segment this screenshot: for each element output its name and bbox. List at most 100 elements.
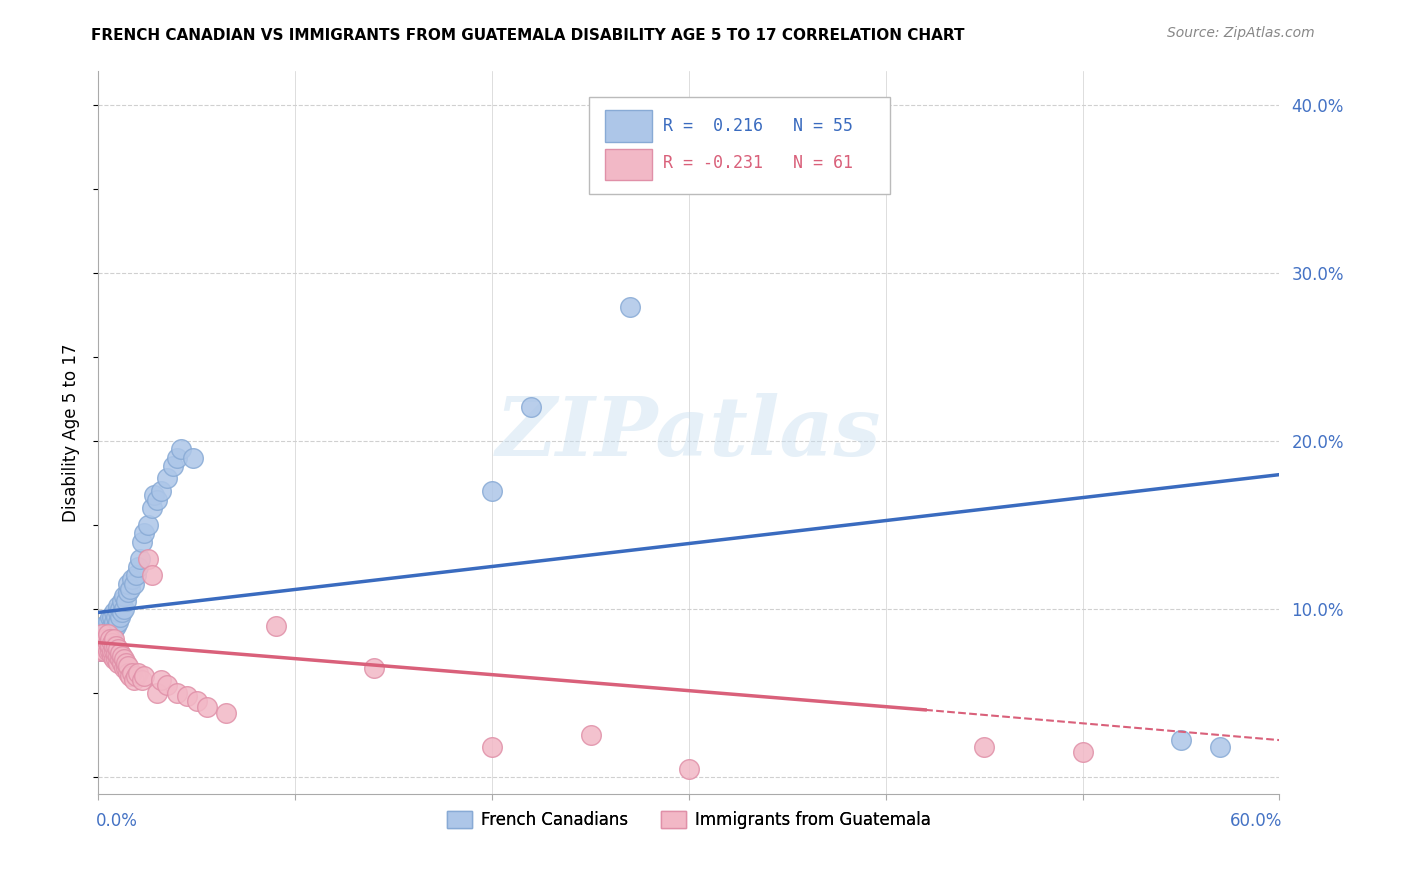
Point [107, 606, 129, 620]
Point [96, 627, 118, 641]
Legend: French Canadians, Immigrants from Guatemala: French Canadians, Immigrants from Guatem… [440, 805, 938, 836]
Point [121, 572, 143, 586]
Point [136, 551, 159, 566]
Point [93, 644, 115, 658]
Point [89, 644, 111, 658]
Point [176, 690, 198, 704]
Point [127, 560, 149, 574]
Point [101, 649, 124, 664]
Point [89, 644, 111, 658]
Point [105, 652, 128, 666]
Point [132, 526, 155, 541]
Point [117, 659, 139, 673]
Point [98, 610, 121, 624]
FancyBboxPatch shape [589, 96, 890, 194]
Point [108, 602, 131, 616]
Point [111, 649, 134, 664]
Text: R = -0.231   N = 61: R = -0.231 N = 61 [664, 154, 853, 172]
Point [107, 615, 129, 630]
Point [103, 639, 125, 653]
Point [973, 739, 995, 754]
Point [103, 622, 125, 636]
Point [579, 728, 602, 742]
Point [105, 610, 128, 624]
Point [146, 686, 169, 700]
Point [1071, 745, 1094, 759]
Point [97, 622, 120, 636]
Point [107, 599, 129, 613]
Point [146, 492, 169, 507]
Text: R =  0.216   N = 55: R = 0.216 N = 55 [664, 117, 853, 135]
Point [363, 661, 385, 675]
Point [103, 652, 125, 666]
Text: 60.0%: 60.0% [1229, 813, 1282, 830]
Text: ZIPatlas: ZIPatlas [496, 392, 882, 473]
Point [118, 582, 141, 596]
Point [678, 762, 700, 776]
Point [115, 661, 138, 675]
Point [97, 635, 120, 649]
Point [117, 577, 139, 591]
Point [103, 632, 125, 647]
Point [117, 665, 139, 680]
Point [118, 669, 141, 683]
Point [150, 484, 173, 499]
Point [107, 656, 129, 670]
Point [98, 644, 121, 658]
Point [141, 501, 163, 516]
Point [93, 619, 115, 633]
Point [186, 694, 208, 708]
Point [101, 635, 124, 649]
Point [103, 615, 125, 630]
Point [1170, 733, 1192, 747]
FancyBboxPatch shape [605, 149, 652, 180]
Point [156, 471, 179, 485]
Point [619, 300, 641, 314]
Point [112, 589, 135, 603]
Point [101, 610, 124, 624]
Point [91, 622, 114, 636]
Point [115, 656, 138, 670]
Point [96, 639, 118, 653]
Point [131, 673, 153, 687]
Point [111, 656, 134, 670]
Point [132, 669, 155, 683]
Text: 0.0%: 0.0% [96, 813, 138, 830]
Point [91, 632, 114, 647]
Point [121, 665, 143, 680]
Point [128, 551, 150, 566]
Point [1209, 739, 1232, 754]
Point [215, 706, 238, 721]
Point [127, 665, 149, 680]
Point [97, 644, 120, 658]
Point [101, 644, 124, 658]
Point [98, 635, 121, 649]
Point [108, 646, 131, 660]
Point [141, 568, 163, 582]
Point [93, 635, 115, 649]
Point [96, 639, 118, 653]
Point [91, 639, 114, 653]
Point [142, 488, 165, 502]
Point [107, 649, 129, 664]
Point [122, 577, 145, 591]
Point [97, 615, 120, 630]
Point [166, 450, 188, 465]
Point [103, 606, 125, 620]
Point [131, 534, 153, 549]
Text: Source: ZipAtlas.com: Source: ZipAtlas.com [1167, 27, 1315, 40]
Point [481, 484, 503, 499]
Point [101, 627, 124, 641]
Point [166, 686, 188, 700]
Point [108, 610, 131, 624]
Point [125, 568, 148, 582]
Point [117, 585, 139, 599]
Point [108, 652, 131, 666]
Point [91, 627, 114, 641]
Point [98, 639, 121, 653]
Point [162, 459, 184, 474]
Point [111, 593, 134, 607]
Point [122, 673, 145, 687]
Point [112, 661, 135, 675]
Point [170, 442, 193, 457]
